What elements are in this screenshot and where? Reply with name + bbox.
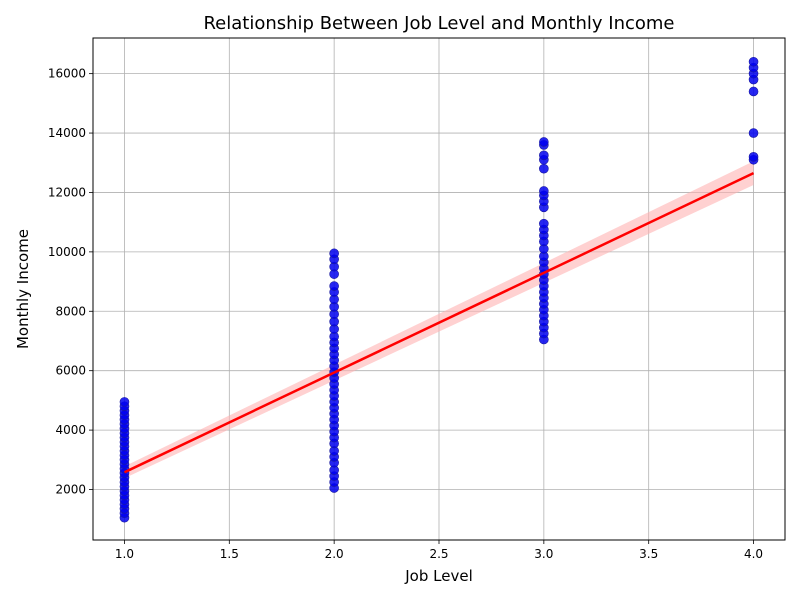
y-tick-label: 8000: [55, 304, 86, 318]
data-point: [748, 86, 759, 97]
chart-title: Relationship Between Job Level and Month…: [203, 13, 674, 34]
data-point: [329, 281, 339, 291]
y-tick-label: 12000: [48, 185, 86, 199]
y-tick-label: 14000: [48, 126, 86, 140]
x-tick-label: 1.5: [220, 547, 239, 561]
y-tick-label: 10000: [48, 245, 86, 259]
axis-ticks: 1.0 1.5 2.0 2.5 3.0 3.5 4.0 2000 4000 6000 8000 100…: [48, 67, 763, 561]
x-tick-label: 2.5: [429, 547, 448, 561]
data-point: [539, 137, 549, 147]
confidence-band-layer: [124, 161, 754, 479]
data-points: [119, 56, 759, 523]
data-point: [539, 218, 549, 229]
data-point: [329, 248, 339, 259]
data-point: [748, 128, 759, 138]
x-tick-label: 2.0: [325, 547, 344, 561]
x-tick-label: 3.5: [639, 547, 658, 561]
data-point: [539, 150, 549, 161]
x-tick-label: 1.0: [115, 547, 134, 561]
y-tick-label: 6000: [55, 364, 86, 378]
regression-line-layer: [123, 172, 755, 474]
y-tick-label: 4000: [55, 423, 86, 437]
grid: [93, 38, 785, 540]
x-axis-label: Job Level: [404, 567, 473, 585]
y-tick-label: 16000: [48, 67, 86, 81]
confidence-band: [124, 161, 754, 479]
data-point: [539, 186, 549, 196]
x-tick-label: 3.0: [534, 547, 553, 561]
y-tick-label: 2000: [55, 483, 86, 497]
x-tick-label: 4.0: [744, 547, 763, 561]
data-point: [539, 163, 549, 174]
y-axis-label: Monthly Income: [14, 229, 32, 349]
regression-line: [123, 172, 755, 474]
data-point: [748, 152, 759, 162]
data-point: [748, 56, 759, 67]
data-point: [119, 397, 130, 407]
